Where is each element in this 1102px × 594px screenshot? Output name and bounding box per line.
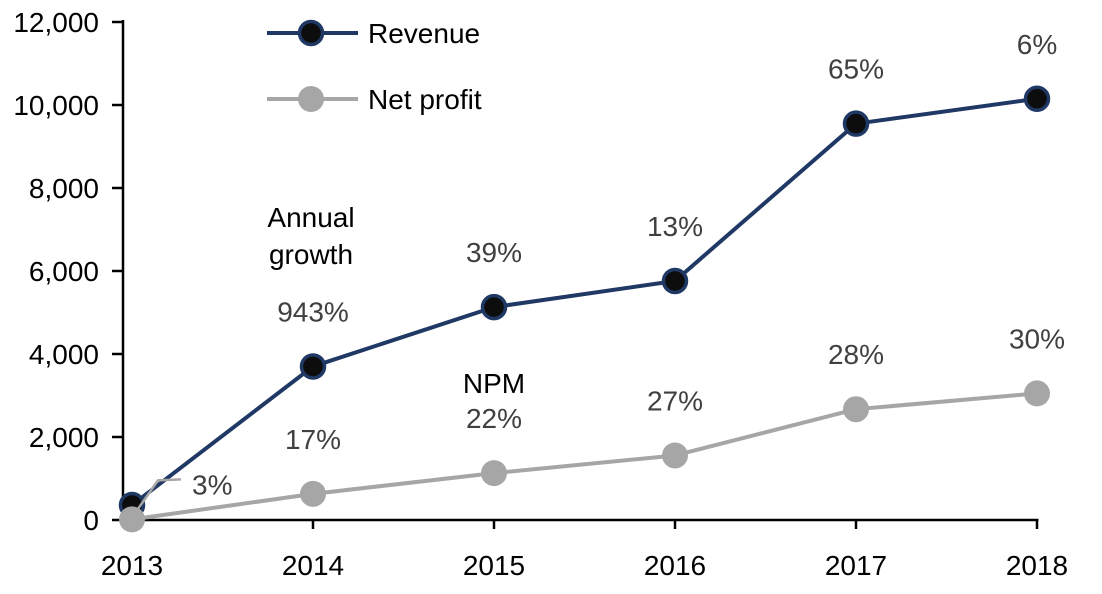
revenue-line [130,96,1038,507]
x-axis-year-label: 2018 [1006,550,1068,581]
y-axis-tick-label: 8,000 [29,173,99,204]
net-profit-marker [662,442,688,469]
x-axis-year-label: 2017 [825,550,887,581]
net-profit-marker [300,480,326,507]
y-axis-tick-label: 0 [83,505,99,536]
y-axis-tick-label: 4,000 [29,339,99,370]
npm-label: 30% [1009,323,1065,354]
revenue-marker [661,267,689,295]
revenue-marker [1023,85,1051,113]
annual-growth-label: 13% [647,211,703,242]
net-profit-marker [481,460,507,487]
annual-growth-label: 6% [1017,29,1057,60]
net-profit-marker [1024,380,1050,407]
y-axis-tick-label: 12,000 [13,7,99,38]
y-axis-tick-label: 10,000 [13,90,99,121]
npm-label: 28% [828,339,884,370]
npm-label: 17% [285,424,341,455]
annual-growth-title-line1: Annual [267,202,354,233]
y-axis-tick-label: 6,000 [29,256,99,287]
net-profit-line [131,391,1038,522]
y-axis-tick-label: 2,000 [29,422,99,453]
revenue-marker [299,353,327,380]
revenue-marker [480,293,508,321]
x-axis-year-label: 2014 [282,550,344,581]
annual-growth-label: 65% [828,54,884,85]
npm-label: 27% [647,385,703,416]
legend-marker-sample [298,86,324,112]
npm-label-2013: 3% [192,469,232,500]
net-profit-marker [843,396,869,423]
npm-label: 22% [466,403,522,434]
npm-callout-leader-line [130,478,182,519]
net-profit-marker [119,506,145,533]
legend-marker-sample [297,19,325,47]
legend-label-net-profit: Net profit [368,84,482,115]
annual-growth-label: 943% [277,296,349,327]
legend-label-revenue: Revenue [368,18,480,49]
npm-title: NPM [463,368,525,399]
annual-growth-label: 39% [466,237,522,268]
revenue-marker [842,110,870,137]
x-axis-year-label: 2016 [644,550,706,581]
annual-growth-title-line2: growth [269,239,353,270]
x-axis-year-label: 2013 [101,550,163,581]
x-axis-year-label: 2015 [463,550,525,581]
